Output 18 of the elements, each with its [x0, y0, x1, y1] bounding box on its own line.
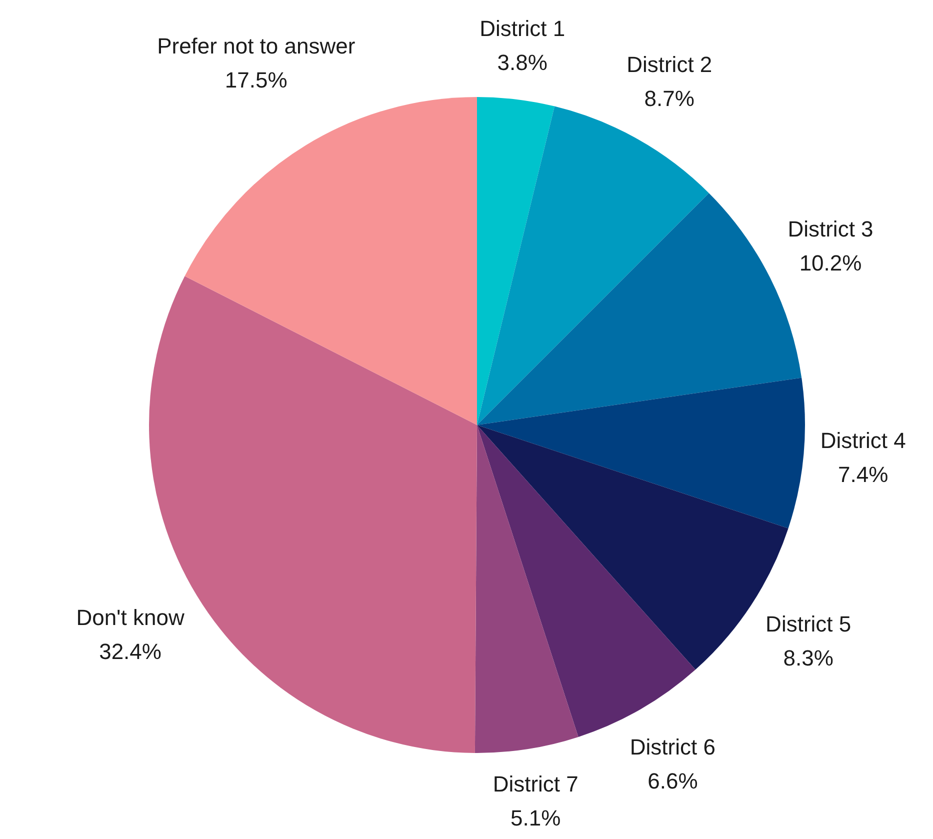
data-label: 32.4%: [99, 639, 162, 664]
data-label: 7.4%: [838, 462, 888, 488]
data-label: 5.1%: [510, 806, 561, 831]
data-label: 3.8%: [497, 50, 548, 75]
data-label: 17.5%: [224, 68, 288, 93]
slice-label: District 2: [626, 52, 712, 77]
slice-label: District 4: [820, 428, 906, 454]
data-label: 10.2%: [799, 250, 862, 276]
slice-label: District 3: [788, 216, 874, 242]
slice-label: District 7: [492, 772, 578, 797]
data-label: 8.3%: [783, 646, 834, 671]
slice-label: District 5: [766, 612, 852, 637]
slice-label: District 6: [630, 734, 716, 760]
slice-label: Don't know: [76, 605, 184, 630]
data-label: 8.7%: [644, 86, 694, 111]
data-label: 6.6%: [648, 768, 698, 794]
slice-label: District 1: [480, 16, 566, 41]
slice-label: Prefer not to answer: [157, 34, 356, 59]
